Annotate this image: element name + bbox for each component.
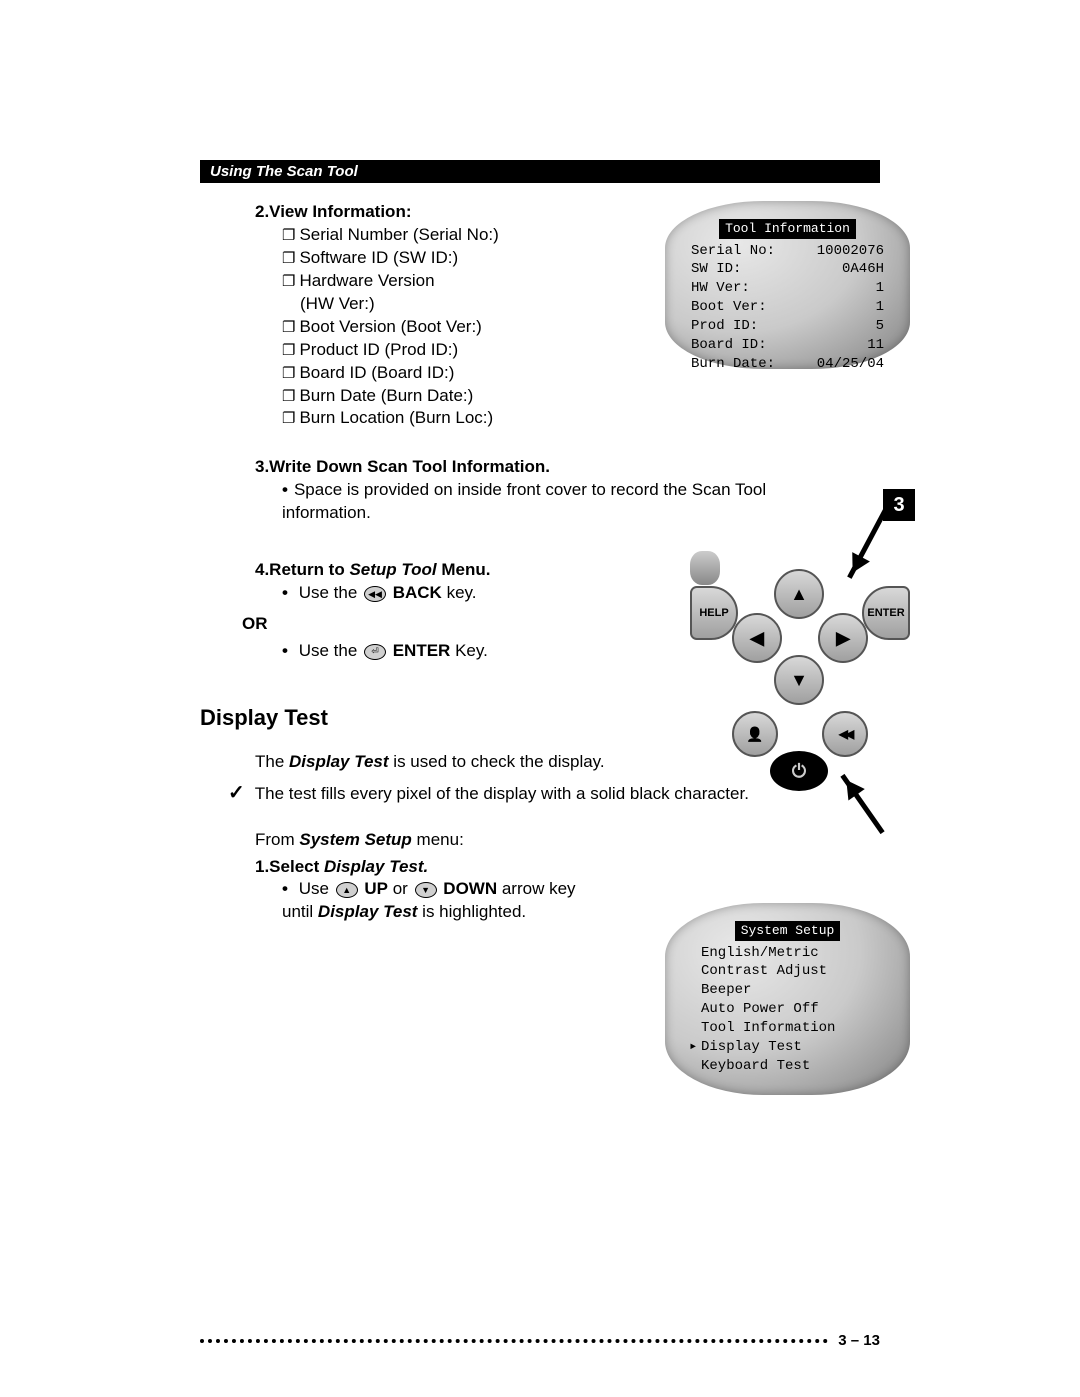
page-number: 3 – 13	[838, 1332, 880, 1349]
system-setup-screen: System Setup English/Metric Contrast Adj…	[665, 903, 910, 1095]
menu-item: Keyboard Test	[687, 1057, 888, 1076]
menu-item: Auto Power Off	[687, 1000, 888, 1019]
screen1-row: SW ID:0A46H	[687, 260, 888, 279]
list-item: Burn Date (Burn Date:)	[282, 385, 880, 408]
up-key-icon: ▲	[336, 882, 358, 898]
down-key-icon: ▼	[415, 882, 437, 898]
screen1-title: Tool Information	[719, 219, 856, 239]
menu-item-selected: Display Test	[687, 1038, 888, 1057]
menu-item: Tool Information	[687, 1019, 888, 1038]
screen1-row: Serial No:10002076	[687, 242, 888, 261]
menu-item: English/Metric	[687, 944, 888, 963]
screen1-row: HW Ver:1	[687, 279, 888, 298]
sec3-title: 3.Write Down Scan Tool Information.	[255, 456, 880, 479]
screen1-row: Boot Ver:1	[687, 298, 888, 317]
keypad-illustration: HELP ENTER	[690, 551, 910, 821]
help-button: HELP	[690, 586, 738, 640]
dt-bullet: Use ▲ UP or ▼ DOWN arrow key until Displ…	[282, 878, 582, 924]
footer-dots	[200, 1339, 828, 1343]
back-key-icon: ◀◀	[364, 586, 386, 602]
menu-item: Contrast Adjust	[687, 962, 888, 981]
down-button	[774, 655, 824, 705]
back-button	[822, 711, 868, 757]
user-button	[732, 711, 778, 757]
screen2-title: System Setup	[735, 921, 841, 941]
power-button	[770, 751, 828, 791]
page-footer: 3 – 13	[200, 1332, 880, 1349]
screen1-row: Prod ID:5	[687, 317, 888, 336]
menu-item: Beeper	[687, 981, 888, 1000]
dt-step1: 1.Select Display Test.	[255, 856, 880, 879]
dt-from: From System Setup menu:	[255, 829, 880, 852]
left-button	[732, 613, 782, 663]
screen1-row: Board ID:11	[687, 336, 888, 355]
enter-key-icon: ⏎	[364, 644, 386, 660]
screen1-row: Burn Date:04/25/04	[687, 355, 888, 374]
right-button	[818, 613, 868, 663]
page-header: Using The Scan Tool	[200, 160, 880, 183]
up-button	[774, 569, 824, 619]
enter-button: ENTER	[862, 586, 910, 640]
center-pad	[690, 551, 720, 585]
list-item: Burn Location (Burn Loc:)	[282, 407, 880, 430]
tool-info-screen: Tool Information Serial No:10002076 SW I…	[665, 201, 910, 369]
sec3-bullet: Space is provided on inside front cover …	[282, 479, 837, 525]
